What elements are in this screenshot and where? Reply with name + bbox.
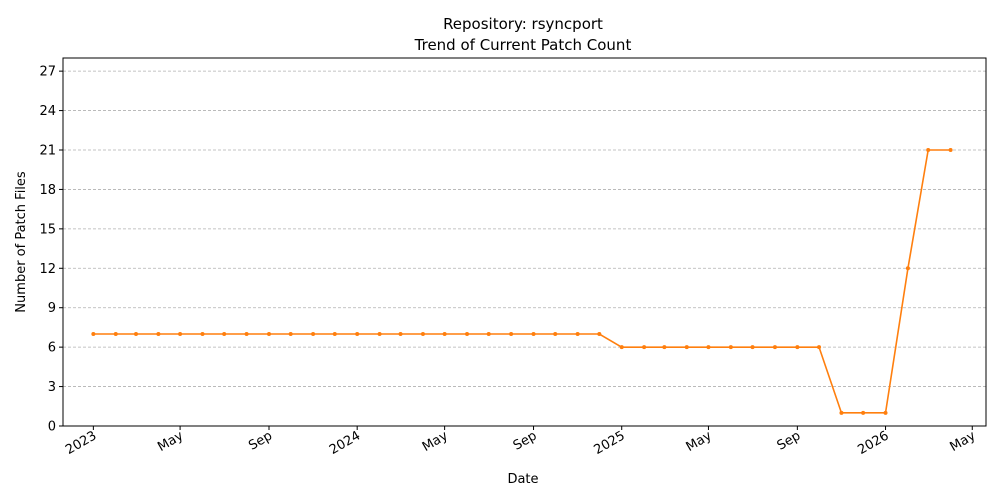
data-point — [222, 332, 227, 336]
data-point — [200, 332, 205, 336]
data-point — [750, 345, 755, 350]
data-point — [839, 410, 844, 415]
data-point — [266, 332, 271, 336]
data-point — [288, 332, 293, 336]
y-tick-label: 3 — [48, 380, 56, 395]
x-tick-label: May — [684, 428, 715, 455]
chart-title: Repository: rsyncport — [443, 15, 603, 33]
data-point — [795, 345, 800, 350]
x-tick-label: 2023 — [63, 428, 99, 458]
data-point — [178, 332, 183, 336]
x-tick-label: 2025 — [592, 428, 628, 458]
data-point — [861, 410, 866, 415]
data-point — [420, 332, 425, 336]
data-point — [553, 332, 558, 336]
chart-subtitle: Trend of Current Patch Count — [414, 36, 632, 54]
data-point — [91, 332, 96, 336]
data-point — [332, 332, 337, 336]
data-point — [772, 345, 777, 350]
data-point — [728, 345, 733, 350]
data-point — [619, 345, 624, 350]
x-tick-label: May — [947, 428, 978, 455]
y-tick-label: 24 — [39, 104, 56, 119]
x-tick-label: Sep — [246, 428, 275, 453]
y-tick-label: 12 — [39, 262, 56, 277]
y-tick-label: 18 — [39, 183, 56, 198]
data-point — [642, 345, 647, 350]
data-point — [509, 332, 514, 336]
y-tick-label: 9 — [48, 301, 56, 316]
data-point — [442, 332, 447, 336]
data-point — [531, 332, 536, 336]
data-point — [948, 148, 953, 152]
data-point — [883, 410, 888, 415]
y-tick-label: 27 — [39, 65, 56, 80]
data-point — [355, 332, 360, 336]
data-point — [597, 332, 602, 336]
series-line — [93, 149, 951, 414]
data-point — [113, 332, 118, 336]
data-point — [398, 332, 403, 336]
data-point — [684, 345, 689, 350]
x-tick-label: May — [155, 428, 186, 455]
data-point — [905, 266, 910, 271]
data-point — [465, 332, 470, 336]
data-point — [926, 148, 931, 152]
data-point — [134, 332, 139, 336]
y-axis-label: Number of Patch Files — [14, 171, 29, 313]
axis-ticks: 0 3 6 9 12 15 18 21 24 27 2023 May Sep 2024 May Sep 2025… — [39, 65, 978, 458]
plot-frame — [62, 57, 987, 427]
data-point — [377, 332, 382, 336]
data-point — [662, 345, 667, 350]
data-point — [706, 345, 711, 350]
data-point — [311, 332, 316, 336]
data-point — [575, 332, 580, 336]
x-tick-label: May — [420, 428, 451, 455]
y-tick-label: 21 — [39, 144, 56, 159]
data-point — [244, 332, 249, 336]
y-tick-label: 0 — [48, 420, 56, 435]
y-tick-label: 6 — [48, 341, 56, 356]
x-tick-label: Sep — [775, 428, 804, 453]
y-tick-label: 15 — [39, 222, 56, 237]
x-tick-label: 2024 — [327, 428, 363, 458]
x-tick-label: Sep — [511, 428, 540, 453]
data-point — [156, 332, 161, 336]
x-tick-label: 2026 — [855, 428, 891, 458]
data-point — [817, 345, 822, 350]
data-point — [486, 332, 491, 336]
series-layer — [91, 148, 953, 415]
x-axis-label: Date — [507, 472, 538, 487]
grid-lines — [63, 70, 986, 427]
